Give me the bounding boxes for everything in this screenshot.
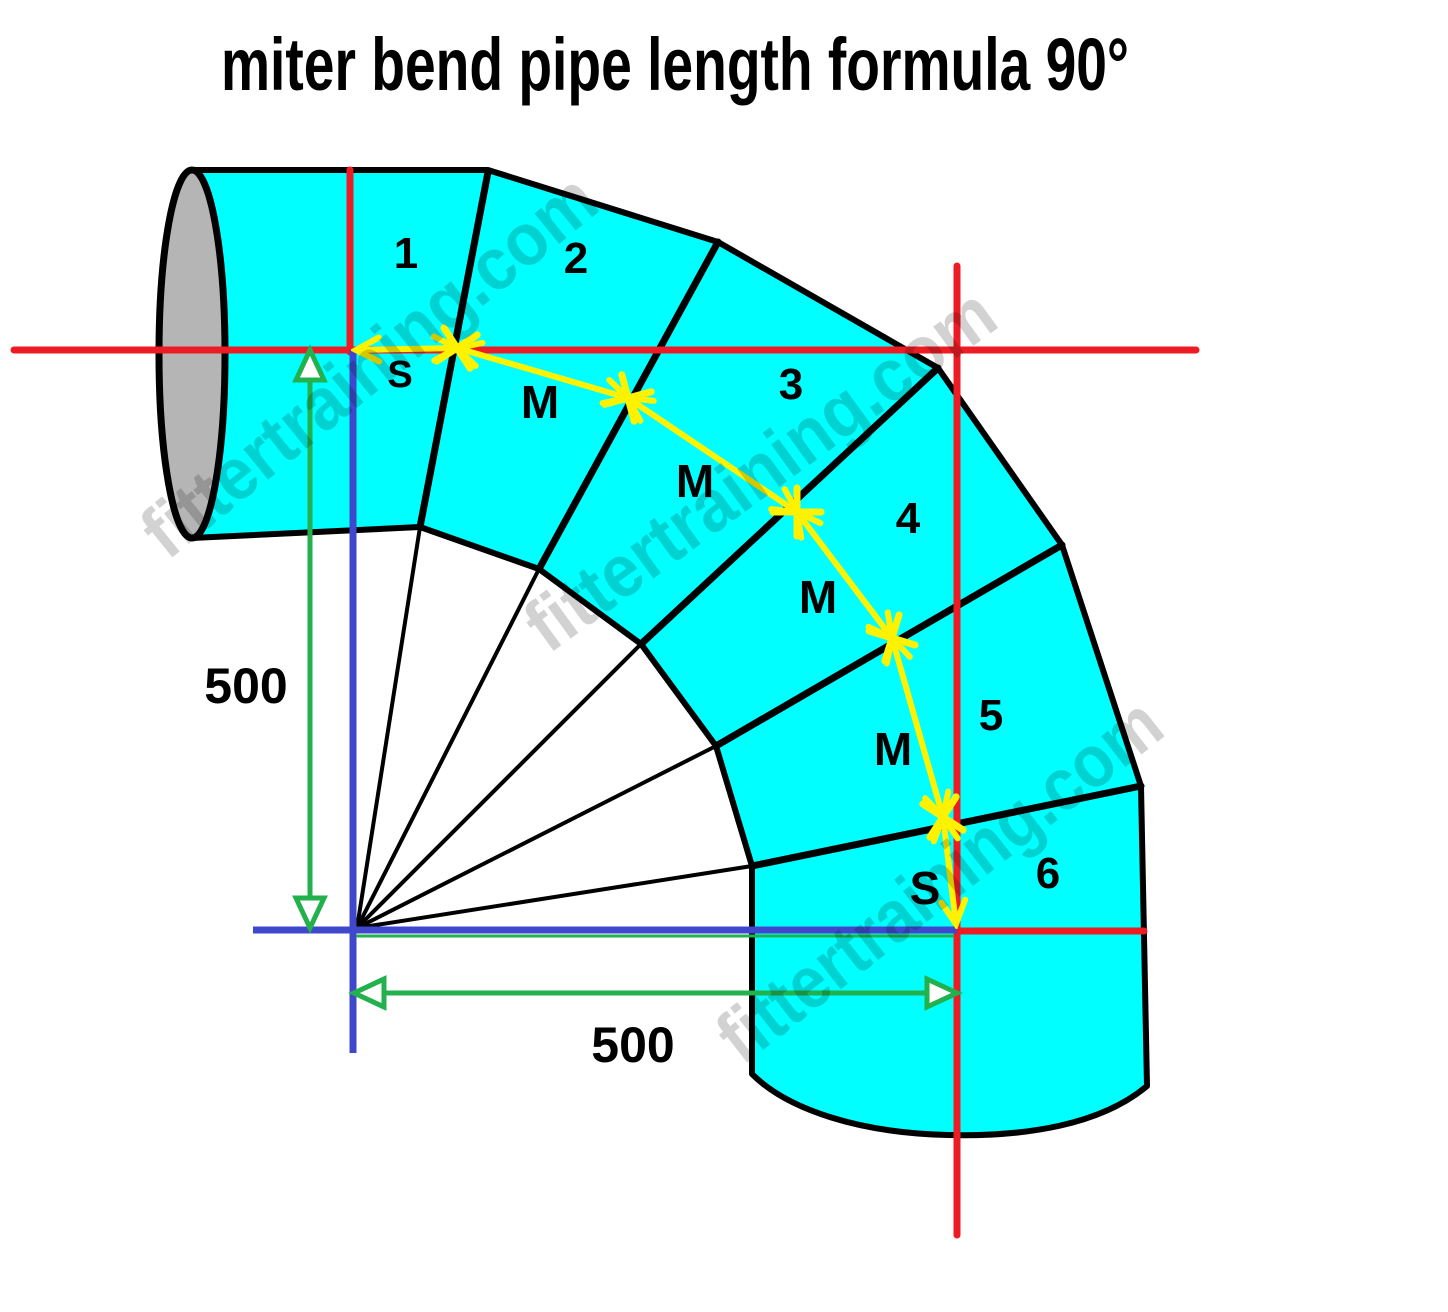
segment-number-1: 1 [394, 229, 418, 278]
page-title: miter bend pipe length formula 90° [221, 23, 1129, 106]
pitch-line-segment-m3 [797, 512, 892, 638]
pitch-line-segment-m4 [892, 638, 943, 817]
pitch-label-s1: S [387, 354, 412, 396]
pitch-line-segment-s2 [943, 817, 956, 924]
green-arrowhead-left [348, 975, 387, 1011]
segment-number-4: 4 [896, 494, 921, 543]
segment-number-3: 3 [779, 360, 803, 409]
green-dim-arrow-vertical [292, 344, 328, 934]
pipe-body [189, 167, 1150, 1139]
joint-intersection-mark-3 [769, 484, 825, 540]
segment-number-2: 2 [564, 234, 588, 283]
pitch-label-m4: M [874, 723, 912, 775]
pitch-line [356, 324, 967, 924]
dimension-label-vertical: 500 [204, 658, 287, 714]
segment-number-6: 6 [1036, 849, 1060, 898]
radial-line-2 [355, 567, 541, 930]
radial-line-3 [355, 642, 643, 930]
pitch-label-m3: M [799, 571, 837, 623]
joint-intersection-mark-2 [601, 371, 655, 425]
pitch-label-m2: M [676, 455, 714, 507]
joint-intersection-mark-5 [919, 793, 967, 841]
radial-line-1 [355, 525, 422, 930]
pitch-label-m1: M [521, 376, 559, 428]
pitch-label-s2: S [910, 862, 941, 914]
radial-line-4 [355, 744, 718, 930]
dimension-label-horizontal: 500 [591, 1017, 674, 1073]
segment-number-5: 5 [979, 691, 1003, 740]
joint-intersection-mark-4 [865, 611, 919, 665]
green-arrowhead-down [292, 895, 328, 934]
green-arrowhead-right [924, 975, 963, 1011]
green-arrowhead-up [292, 344, 328, 383]
joint-intersection-mark-1 [433, 324, 481, 372]
pitch-line-segment-m1 [457, 348, 628, 398]
pitch-line-segment-m2 [628, 398, 797, 512]
green-dim-arrow-horizontal [348, 975, 963, 1011]
pipe-end-cap [155, 166, 229, 542]
pitch-line-segment-s1 [356, 348, 457, 350]
radial-line-5 [355, 864, 754, 930]
